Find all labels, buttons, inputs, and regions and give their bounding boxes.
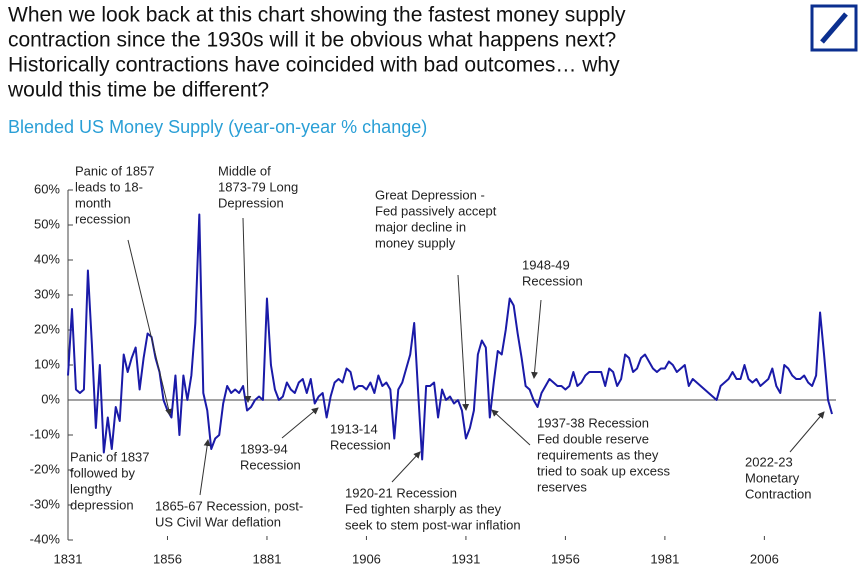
x-tick-label: 1881 (253, 551, 282, 566)
annotation: recession (75, 211, 131, 226)
annotation: 1893-94 (240, 441, 288, 456)
annotation: Fed double reserve (537, 431, 649, 446)
annotation-arrow (127, 239, 173, 416)
annotation: Fed passively accept (375, 203, 497, 218)
annotation: 1865-67 Recession, post- (155, 498, 303, 513)
logo (810, 4, 858, 52)
annotation: Recession (240, 457, 301, 472)
x-tick-label: 1831 (54, 551, 83, 566)
y-tick-label: 60% (34, 181, 60, 196)
annotation: Great Depression - (375, 187, 485, 202)
annotation: money supply (375, 235, 456, 250)
annotation-arrow (491, 409, 531, 446)
annotation: seek to stem post-war inflation (345, 517, 521, 532)
chart-title: would this time be different? (7, 79, 269, 102)
y-tick-label: 0% (41, 391, 60, 406)
x-tick-label: 1906 (352, 551, 381, 566)
annotation: reserves (537, 479, 587, 494)
chart-title: contraction since the 1930s will it be o… (8, 29, 616, 52)
annotation: month (75, 195, 111, 210)
chart-title: Historically contractions have coincided… (8, 54, 620, 77)
annotation: Recession (522, 273, 583, 288)
annotation-arrow (531, 299, 542, 379)
annotation: Contraction (745, 486, 811, 501)
x-tick-label: 2006 (750, 551, 779, 566)
annotation: requirements as they (537, 447, 659, 462)
annotation: US Civil War deflation (155, 514, 281, 529)
annotation-arrow (281, 407, 319, 439)
annotation: leads to 18- (75, 179, 143, 194)
annotation: 1920-21 Recession (345, 485, 457, 500)
x-tick-label: 1856 (153, 551, 182, 566)
annotation: major decline in (375, 219, 466, 234)
annotation: tried to soak up excess (537, 463, 670, 478)
series-line (67, 213, 833, 461)
annotation: Depression (218, 195, 284, 210)
annotation: 1948-49 (522, 257, 570, 272)
annotation-arrow (199, 439, 211, 496)
annotation: depression (70, 497, 134, 512)
y-tick-label: 40% (34, 251, 60, 266)
y-tick-label: 20% (34, 321, 60, 336)
y-tick-label: 10% (34, 356, 60, 371)
annotation-arrow (391, 451, 421, 483)
x-tick-label: 1956 (551, 551, 580, 566)
y-tick-label: -10% (30, 426, 61, 441)
x-tick-label: 1981 (650, 551, 679, 566)
annotation: 1873-79 Long (218, 179, 298, 194)
annotation: Panic of 1857 (75, 163, 155, 178)
annotation: Fed tighten sharply as they (345, 501, 502, 516)
annotation: followed by (70, 465, 136, 480)
y-tick-label: 30% (34, 286, 60, 301)
annotation-arrow (242, 217, 252, 403)
chart-title: When we look back at this chart showing … (8, 4, 626, 27)
annotation: Recession (330, 437, 391, 452)
chart-subtitle: Blended US Money Supply (year-on-year % … (8, 117, 427, 137)
annotation: Middle of (218, 163, 271, 178)
y-tick-label: -20% (30, 461, 61, 476)
annotation: lengthy (70, 481, 112, 496)
annotation: 1913-14 (330, 421, 378, 436)
annotation: 1937-38 Recession (537, 415, 649, 430)
y-tick-label: -30% (30, 496, 61, 511)
y-tick-label: 50% (34, 216, 60, 231)
annotation-arrow (457, 274, 470, 411)
annotation: Monetary (745, 470, 800, 485)
y-tick-label: -40% (30, 531, 61, 546)
annotation: 2022-23 (745, 454, 793, 469)
annotation: Panic of 1837 (70, 449, 150, 464)
annotation-arrow (789, 411, 825, 453)
x-tick-label: 1931 (451, 551, 480, 566)
